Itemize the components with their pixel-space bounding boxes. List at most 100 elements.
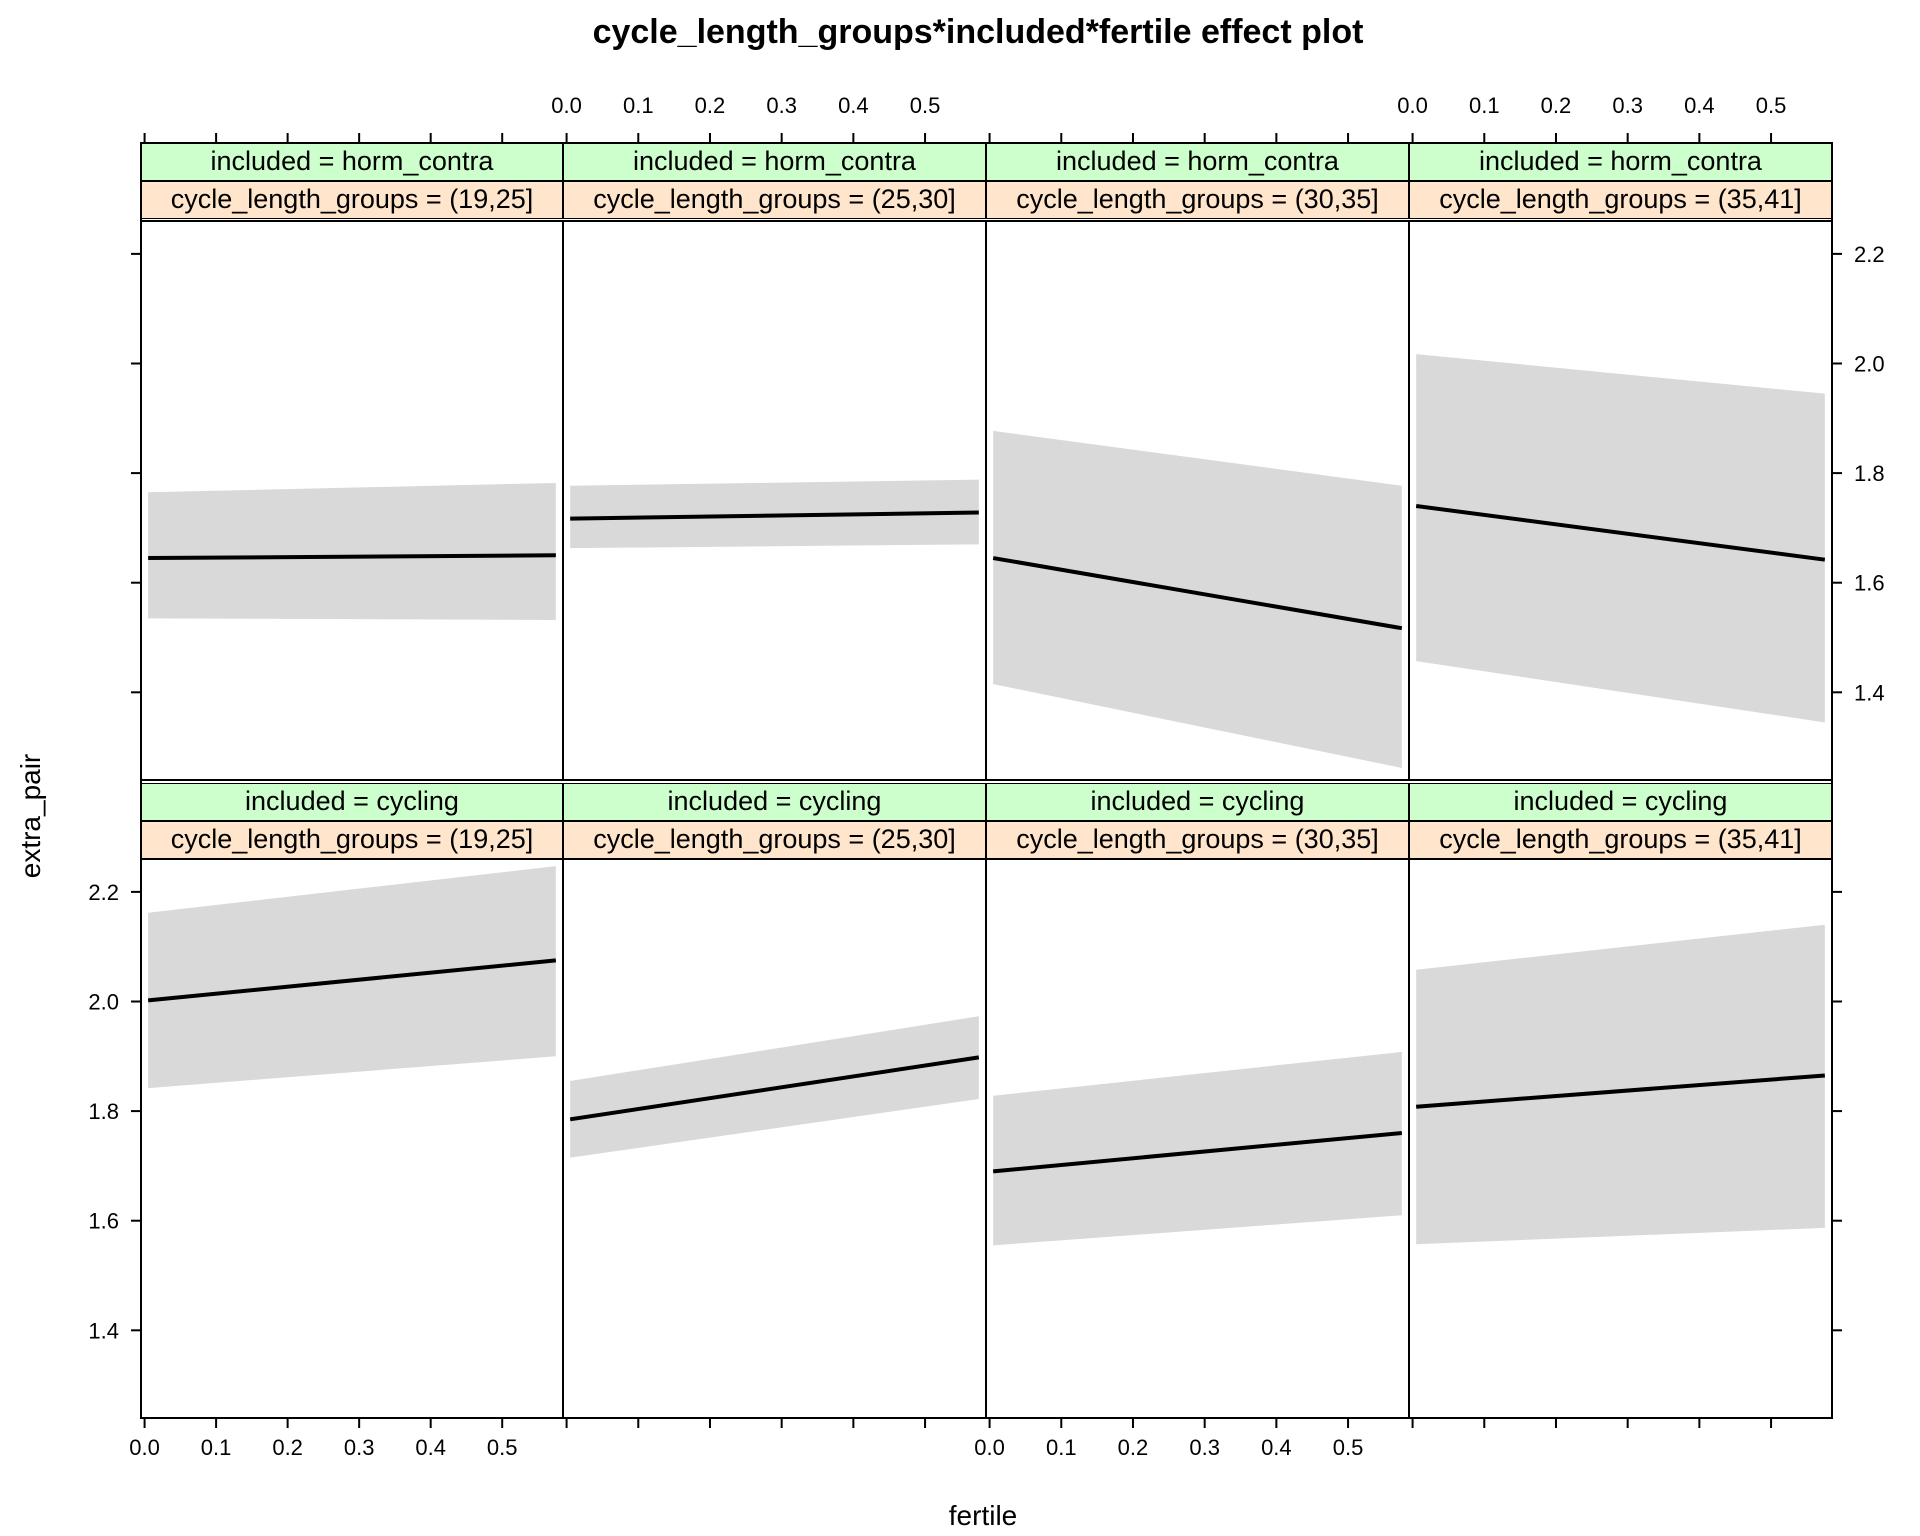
strip-cycle-length: cycle_length_groups = (19,25]	[141, 821, 563, 859]
panel-data	[992, 430, 1403, 768]
y-tick-label: 1.6	[88, 1209, 119, 1234]
x-tick-label: 0.5	[1756, 93, 1787, 118]
x-tick-label: 0.2	[1541, 93, 1572, 118]
strip-cycle-length-label: cycle_length_groups = (35,41]	[1439, 824, 1802, 854]
strip-cycle-length-bg	[141, 821, 563, 859]
panel-data	[992, 1051, 1403, 1246]
strip-cycle-length-label: cycle_length_groups = (19,25]	[171, 184, 534, 214]
strip-included-bg	[563, 143, 986, 181]
panel-data	[147, 866, 557, 1089]
fit-line	[1416, 1073, 1825, 1109]
panel-data	[148, 482, 556, 620]
strip-cycle-length-bg	[986, 181, 1409, 219]
panel: included = horm_contra cycle_length_group…	[140, 143, 564, 781]
strip-included-label: included = horm_contra	[633, 146, 917, 176]
y-axis-label: extra_pair	[15, 754, 46, 879]
y-tick-label: 1.4	[1854, 680, 1885, 705]
strip-included: included = horm_contra	[141, 143, 563, 181]
x-tick-label: 0.5	[1333, 1435, 1364, 1460]
x-tick-label: 0.3	[1612, 93, 1643, 118]
panel: included = cycling cycle_length_groups = …	[562, 783, 987, 1419]
strip-cycle-length-label: cycle_length_groups = (25,30]	[593, 184, 956, 214]
strip-included-label: included = cycling	[668, 786, 882, 816]
y-tick-label: 1.4	[88, 1318, 119, 1343]
panel: included = cycling cycle_length_groups = …	[985, 783, 1410, 1419]
x-tick-label: 0.2	[695, 93, 726, 118]
strip-included-bg	[563, 783, 986, 821]
strip-cycle-length: cycle_length_groups = (19,25]	[141, 181, 563, 219]
strip-cycle-length-bg	[563, 821, 986, 859]
fit-line	[147, 958, 557, 1003]
strip-cycle-length-bg	[563, 181, 986, 219]
strip-cycle-length: cycle_length_groups = (35,41]	[1409, 181, 1832, 219]
x-tick-label: 0.4	[1684, 93, 1715, 118]
x-tick-label: 0.0	[551, 93, 582, 118]
fit-line	[569, 1055, 980, 1122]
x-tick-label: 0.0	[129, 1435, 160, 1460]
strip-cycle-length-label: cycle_length_groups = (35,41]	[1439, 184, 1802, 214]
x-tick-label: 0.4	[838, 93, 869, 118]
panel-data	[569, 1016, 980, 1158]
fit-line	[1415, 503, 1826, 562]
confidence-band	[148, 866, 556, 1089]
x-tick-label: 0.4	[415, 1435, 446, 1460]
y-tick-label: 1.8	[1854, 461, 1885, 486]
confidence-band	[1416, 354, 1825, 723]
strip-included-bg	[986, 143, 1409, 181]
y-tick-label: 2.2	[1854, 242, 1885, 267]
strip-included: included = cycling	[986, 783, 1409, 821]
panel: included = horm_contra cycle_length_group…	[1408, 143, 1833, 781]
fit-line	[570, 510, 979, 521]
x-tick-label: 0.1	[1469, 93, 1500, 118]
outer-frame	[140, 142, 1833, 1419]
strip-cycle-length: cycle_length_groups = (30,35]	[986, 181, 1409, 219]
chart-title: cycle_length_groups*included*fertile eff…	[593, 13, 1364, 51]
strip-included-label: included = horm_contra	[1479, 146, 1763, 176]
x-axis: 0.0 0.1 0.2 0.3 0.4 0.5 0.0 0.1 0.2 0.3 0.4 0.5 0.0 0…	[129, 93, 1786, 1460]
strip-cycle-length: cycle_length_groups = (35,41]	[1409, 821, 1832, 859]
strip-cycle-length-bg	[141, 181, 563, 219]
strip-cycle-length-label: cycle_length_groups = (19,25]	[171, 824, 534, 854]
confidence-band	[1416, 924, 1825, 1245]
y-tick-label: 2.0	[88, 989, 119, 1014]
strip-included-label: included = horm_contra	[211, 146, 495, 176]
strip-cycle-length-bg	[1409, 821, 1832, 859]
strip-cycle-length: cycle_length_groups = (30,35]	[986, 821, 1409, 859]
strip-cycle-length-bg	[1409, 181, 1832, 219]
strip-cycle-length: cycle_length_groups = (25,30]	[563, 181, 986, 219]
strip-cycle-length-bg	[986, 821, 1409, 859]
panel-data	[570, 479, 979, 549]
panel-grid: included = horm_contra cycle_length_group…	[88, 93, 1884, 1460]
strip-included: included = horm_contra	[563, 143, 986, 181]
panel-data	[1416, 924, 1825, 1245]
confidence-band	[148, 482, 556, 620]
panel: included = cycling cycle_length_groups = …	[1408, 783, 1833, 1419]
x-tick-label: 0.0	[974, 1435, 1005, 1460]
strip-included-label: included = cycling	[1091, 786, 1305, 816]
strip-included-label: included = horm_contra	[1056, 146, 1340, 176]
strip-included: included = cycling	[141, 783, 563, 821]
y-axis: 1.4 1.6 1.8 2.0 2.2 1.4 1.6 1.8 2.0 2.2	[88, 242, 1884, 1343]
strip-cycle-length-label: cycle_length_groups = (25,30]	[593, 824, 956, 854]
fit-line	[992, 556, 1403, 631]
x-tick-label: 0.0	[1397, 93, 1428, 118]
x-axis-label: fertile	[949, 1500, 1017, 1531]
strip-cycle-length-label: cycle_length_groups = (30,35]	[1016, 824, 1379, 854]
panel: included = horm_contra cycle_length_group…	[985, 143, 1410, 781]
x-tick-label: 0.5	[487, 1435, 518, 1460]
strip-included: included = horm_contra	[986, 143, 1409, 181]
strip-included-label: included = cycling	[245, 786, 459, 816]
strip-included: included = cycling	[1409, 783, 1832, 821]
strip-included-bg	[1409, 783, 1832, 821]
x-tick-label: 0.3	[344, 1435, 375, 1460]
strip-cycle-length: cycle_length_groups = (25,30]	[563, 821, 986, 859]
x-tick-label: 0.5	[910, 93, 941, 118]
strip-included-bg	[141, 783, 563, 821]
x-tick-label: 0.3	[766, 93, 797, 118]
y-tick-label: 1.6	[1854, 571, 1885, 596]
fit-line	[148, 553, 556, 561]
fit-line	[992, 1131, 1403, 1174]
strip-included-bg	[141, 143, 563, 181]
x-tick-label: 0.2	[1118, 1435, 1149, 1460]
